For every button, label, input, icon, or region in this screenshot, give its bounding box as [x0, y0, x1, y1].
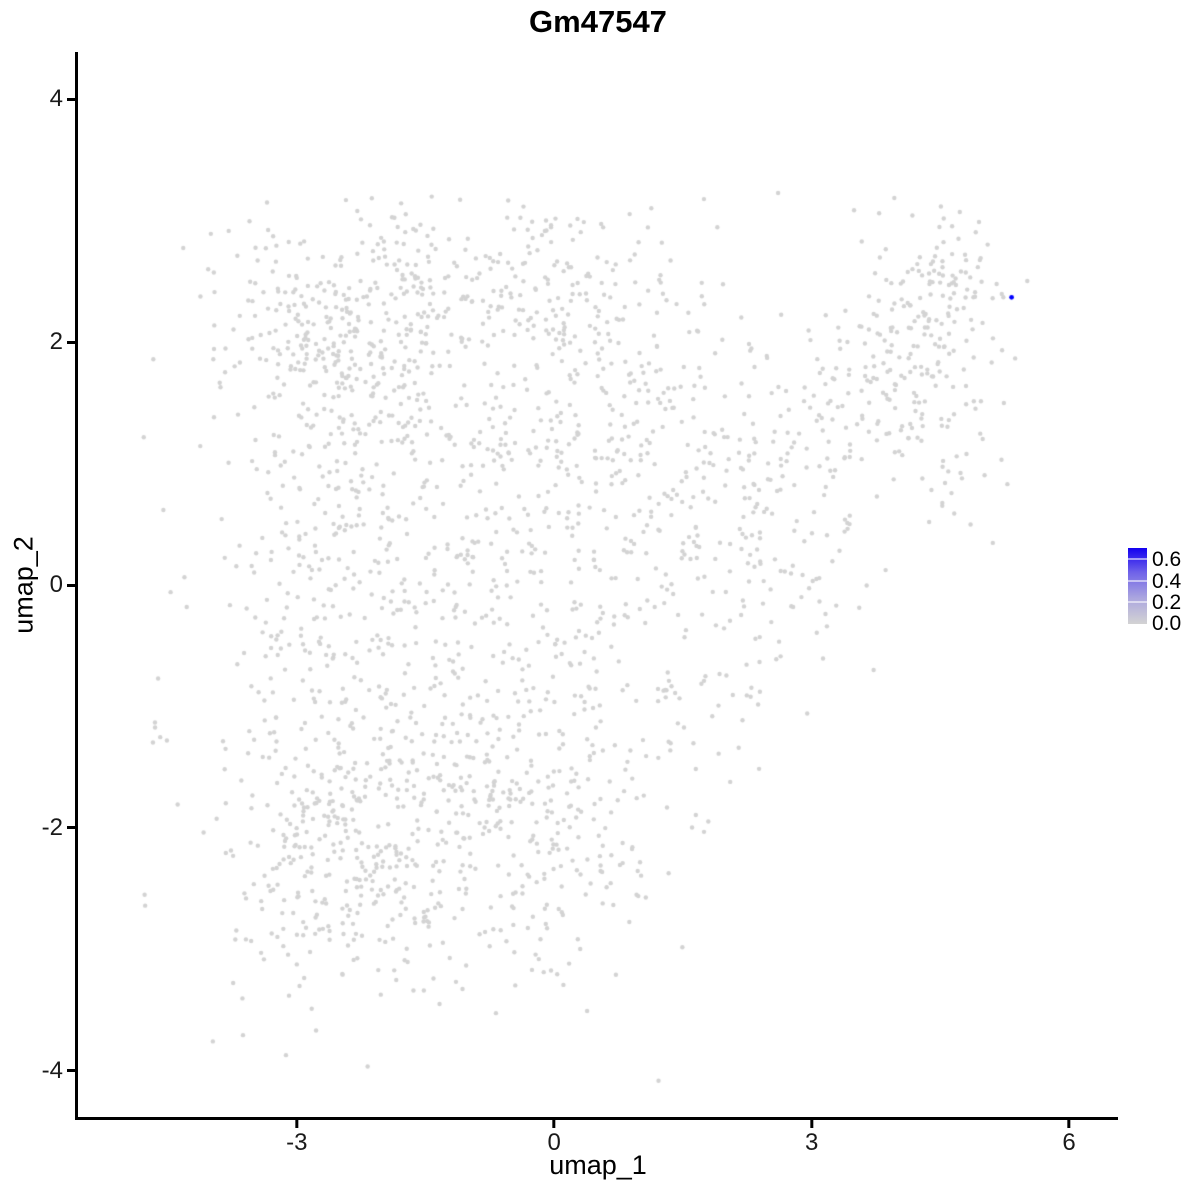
x-axis-title: umap_1 — [549, 1150, 647, 1180]
y-tick-label: -4 — [41, 1056, 63, 1084]
y-tick-mark — [67, 340, 75, 344]
x-tick-mark — [1067, 1120, 1071, 1128]
colorbar-tick — [1128, 580, 1147, 582]
colorbar-tick — [1128, 601, 1147, 603]
y-tick-mark — [67, 97, 75, 101]
y-tick: 4 — [0, 85, 75, 113]
x-tick-label: -3 — [286, 1129, 308, 1156]
y-tick-label: 4 — [49, 85, 63, 113]
x-tick-label: 3 — [804, 1129, 819, 1156]
x-tick-mark — [295, 1120, 299, 1128]
x-tick-mark — [810, 1120, 814, 1128]
y-tick-mark — [67, 1069, 75, 1073]
y-tick: -4 — [0, 1057, 75, 1085]
y-tick: 0 — [0, 571, 75, 599]
x-tick-mark — [552, 1120, 556, 1128]
y-tick: -2 — [0, 814, 75, 842]
expression-colorbar-legend: 0.6 0.4 0.2 0.0 — [1128, 548, 1200, 635]
legend-label: 0.6 — [1152, 548, 1182, 571]
x-tick: -3 — [286, 1120, 307, 1157]
x-tick-label: 6 — [1062, 1129, 1076, 1156]
y-tick-label: -2 — [41, 813, 63, 841]
colorbar-gradient — [1128, 548, 1147, 624]
legend-label: 0.2 — [1152, 591, 1182, 614]
y-tick-label: 0 — [49, 571, 63, 599]
x-tick-label: 0 — [547, 1129, 561, 1156]
x-tick: 0 — [548, 1120, 561, 1157]
legend-label: 0.0 — [1152, 612, 1182, 635]
x-tick: 3 — [805, 1120, 818, 1157]
colorbar-tick — [1128, 558, 1147, 560]
y-tick-mark — [67, 826, 75, 830]
y-axis-title: umap_2 — [8, 536, 39, 634]
plot-panel — [75, 52, 1118, 1120]
y-tick-mark — [67, 583, 75, 587]
y-tick-label: 2 — [49, 328, 63, 356]
x-tick: 6 — [1062, 1120, 1076, 1157]
y-tick: 2 — [0, 328, 75, 356]
legend-label: 0.4 — [1152, 570, 1182, 593]
scatter-canvas — [78, 52, 1118, 1117]
plot-title: Gm47547 — [529, 4, 667, 39]
